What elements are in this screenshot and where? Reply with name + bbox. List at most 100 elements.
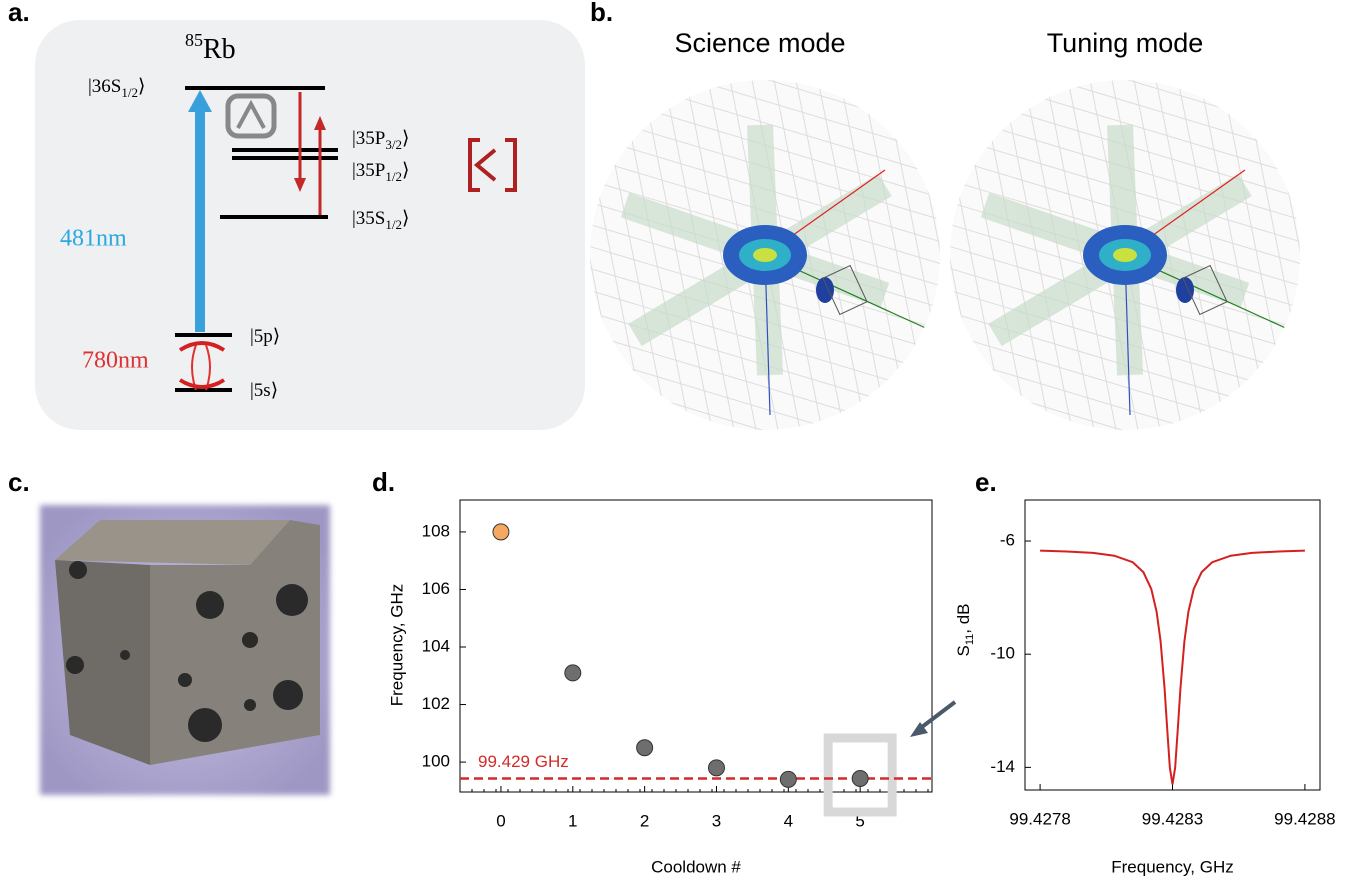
x-tick-label: 5	[855, 811, 864, 830]
y-axis-label: Frequency, GHz	[387, 584, 406, 707]
level-text: |35P	[352, 128, 385, 149]
sim-grid	[790, 80, 872, 430]
sim-title: Science mode	[674, 28, 845, 58]
y-tick-label: 102	[422, 694, 450, 713]
point	[779, 770, 797, 788]
sim-title: Tuning mode	[1047, 28, 1204, 58]
panel-label: c.	[8, 467, 30, 497]
y-tick-label: 106	[422, 579, 450, 598]
holes	[66, 561, 308, 742]
point	[707, 759, 725, 777]
reference-label: 99.429 GHz	[478, 752, 569, 771]
sim-grid	[590, 414, 940, 430]
y-tick-label: -14	[990, 757, 1015, 776]
sim-grid	[565, 459, 965, 579]
level-close: ⟩	[402, 160, 409, 181]
cube-top	[55, 520, 290, 565]
x-axis-label: Frequency, GHz	[1111, 857, 1234, 876]
level-label: |36S1/2⟩	[88, 76, 145, 100]
y-axis-label: S11, dB	[954, 603, 975, 656]
x-tick-label: 99.4283	[1142, 809, 1203, 828]
energy-diagram: 85Rb 481nm 780nm |36S1/2⟩|35P3/2⟩|35P1/2…	[35, 20, 585, 430]
level-label: |5p⟩	[250, 326, 280, 347]
ylabel-sub: 11	[964, 634, 976, 645]
field	[753, 248, 777, 262]
box	[1182, 264, 1228, 316]
cavity-icon	[225, 93, 277, 139]
arrow-head	[188, 90, 212, 112]
simulations: Science mode Tuning mode	[565, 28, 1364, 579]
sim-grid	[1150, 80, 1232, 430]
level-close: ⟩	[402, 128, 409, 149]
scatter-chart: 0 1 2 3 4 5 100 102 104 106 108 Cooldown # 99.429 GH…	[387, 499, 933, 876]
plot-frame	[1024, 499, 1321, 791]
port	[816, 277, 834, 303]
sim-grid	[658, 80, 740, 430]
x-tick-label: 3	[712, 811, 721, 830]
panel-label: d.	[372, 467, 395, 497]
sim-grid	[1018, 80, 1100, 430]
level-sub: 1/2	[385, 217, 402, 232]
panel-label: b.	[590, 0, 613, 27]
x-tick-label: 99.4278	[1009, 809, 1070, 828]
x-tick-label: 1	[568, 811, 577, 830]
pointer-head	[910, 722, 928, 737]
level-label: |5s⟩	[250, 380, 278, 401]
level-label: |35P3/2⟩	[352, 128, 409, 152]
level-label: |35S1/2⟩	[352, 208, 409, 232]
x-tick-label: 99.4288	[1274, 809, 1335, 828]
sim-grid	[925, 437, 1325, 557]
sim-grid	[1305, 55, 1364, 455]
level-text: |36S	[88, 76, 121, 97]
arrow-head	[314, 116, 326, 130]
level-text: |5p⟩	[250, 326, 280, 347]
isotope: 85Rb	[185, 30, 236, 65]
ylabel-rest: , dB	[954, 603, 973, 633]
level-text: |35P	[352, 160, 385, 181]
sim-grid	[565, 437, 965, 557]
field	[1113, 248, 1137, 262]
y-tick-label: 104	[422, 636, 450, 655]
level-label: |35P1/2⟩	[352, 160, 409, 184]
sim-grid	[1040, 80, 1122, 430]
level-close: ⟩	[138, 76, 145, 97]
point	[564, 664, 582, 682]
arrow-head	[294, 178, 306, 192]
plot-frame	[459, 499, 933, 793]
y-tick-label: 108	[422, 521, 450, 540]
level-text: |35S	[352, 208, 385, 229]
point	[851, 769, 869, 787]
box	[822, 264, 868, 316]
x-axis-label: Cooldown #	[651, 857, 741, 876]
point	[492, 523, 510, 541]
sim-grid	[1327, 55, 1364, 455]
point	[636, 739, 654, 757]
wavelength: 780nm	[82, 348, 149, 374]
cavity-icon	[468, 138, 517, 192]
x-tick-label: 2	[640, 811, 649, 830]
photo	[40, 505, 330, 795]
panel-label: e.	[975, 467, 997, 497]
line-chart: 99.4278 99.4283 99.4288 -6 -10 -14 Frequency, …	[954, 499, 1336, 876]
sim-grid	[1349, 55, 1364, 455]
sim-grid	[680, 80, 762, 430]
pointer-arrow	[916, 700, 957, 732]
level-sub: 3/2	[385, 137, 402, 152]
level-sub: 1/2	[385, 169, 402, 184]
x-tick-label: 4	[784, 811, 793, 830]
level-sub: 1/2	[121, 85, 138, 100]
cube-side	[55, 560, 150, 765]
level-text: |5s⟩	[250, 380, 278, 401]
curve	[1040, 549, 1305, 785]
cavity	[178, 341, 226, 389]
cavity-icon	[236, 99, 266, 129]
y-tick-label: -6	[1000, 531, 1015, 550]
wavelength: 481nm	[60, 226, 127, 252]
level-close: ⟩	[402, 208, 409, 229]
diagram-background	[35, 20, 585, 430]
ylabel-main: S	[954, 645, 973, 656]
x-tick-label: 0	[496, 811, 505, 830]
y-tick-label: -10	[990, 644, 1015, 663]
